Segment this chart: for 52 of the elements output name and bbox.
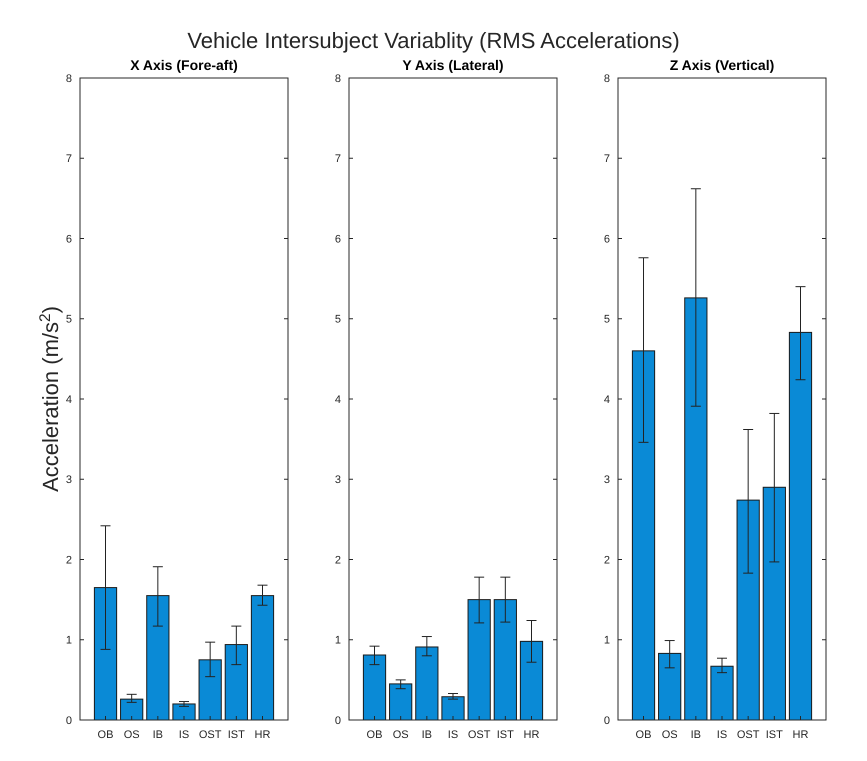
y-tick-label: 6 xyxy=(334,233,341,246)
y-tick-label: 3 xyxy=(66,474,72,486)
y-tick-label: 1 xyxy=(334,634,341,647)
y-tick-label: 1 xyxy=(66,634,72,647)
x-tick-label: OST xyxy=(468,729,491,741)
chart-subtitle: X Axis (Fore-aft) xyxy=(130,57,238,73)
x-tick-label: IB xyxy=(422,729,432,741)
text: Vehicle Intersubject Variablity (RMS Accelerations) xyxy=(187,28,680,53)
x-tick-label: IS xyxy=(178,729,190,741)
y-tick-label: 0 xyxy=(66,714,72,727)
y-tick-label: 7 xyxy=(66,153,72,166)
x-tick-label: OS xyxy=(392,729,409,741)
y-tick-label: 1 xyxy=(604,634,610,647)
x-tick-label: IB xyxy=(152,729,164,741)
y-tick-label: 5 xyxy=(604,314,610,326)
y-tick-label: 7 xyxy=(334,153,341,166)
x-tick-label: OB xyxy=(366,729,382,741)
y-tick-label: 4 xyxy=(66,394,72,406)
x-tick-label: IST xyxy=(766,729,784,741)
x-tick-label: OB xyxy=(98,729,114,741)
y-tick-label: 7 xyxy=(604,153,610,166)
x-tick-label: HR xyxy=(792,729,808,741)
x-tick-label: HR xyxy=(254,729,270,741)
x-tick-label: IST xyxy=(228,729,246,741)
chart-title: Z Axis (Vertical) xyxy=(670,57,774,73)
x-tick-label: OS xyxy=(662,729,678,741)
chart-title: Y Axis (Lateral) xyxy=(402,57,504,73)
y-tick-label: 8 xyxy=(334,72,341,85)
x-tick-label: IS xyxy=(716,729,728,741)
y-tick-label: 5 xyxy=(66,314,72,326)
y-tick-label: 2 xyxy=(604,554,610,566)
y-tick-label: 4 xyxy=(334,394,341,406)
y-tick-label: 3 xyxy=(604,474,610,486)
x-tick-label: OB xyxy=(636,729,652,741)
x-tick-label: OST xyxy=(198,729,222,741)
y-tick-label: 6 xyxy=(604,233,610,246)
y-tick-label: 8 xyxy=(604,72,610,85)
y-tick-label: 2 xyxy=(334,554,341,566)
y-tick-label: 8 xyxy=(66,72,72,85)
x-tick-label: HR xyxy=(524,729,540,741)
y-tick-label: 0 xyxy=(604,714,610,727)
x-tick-label: IS xyxy=(448,729,458,741)
y-tick-label: 0 xyxy=(334,714,341,727)
y-tick-label: 4 xyxy=(604,394,610,406)
y-tick-label: 6 xyxy=(66,233,72,246)
x-tick-label: OS xyxy=(124,729,140,741)
x-tick-label: IST xyxy=(496,729,514,741)
y-tick-label: 5 xyxy=(334,314,341,326)
x-tick-label: IB xyxy=(690,729,702,741)
x-tick-label: OST xyxy=(736,729,760,741)
y-tick-label: 3 xyxy=(334,474,341,486)
y-tick-label: 2 xyxy=(66,554,72,566)
